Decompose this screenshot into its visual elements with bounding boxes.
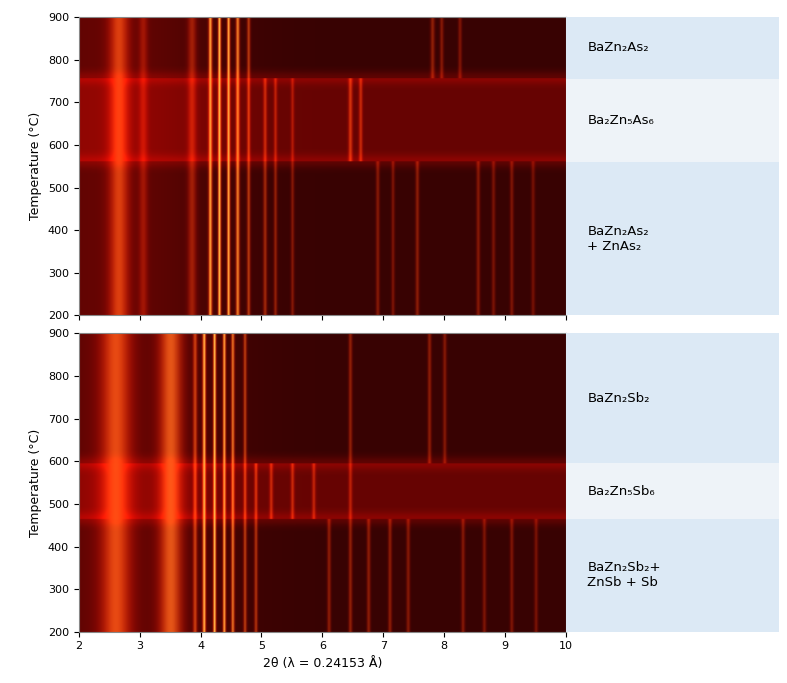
Bar: [566, 463, 779, 519]
Bar: [566, 519, 779, 632]
Bar: [566, 333, 779, 463]
Text: BaZn₂As₂: BaZn₂As₂: [587, 42, 649, 55]
Bar: [566, 17, 779, 79]
X-axis label: 2θ (λ = 0.24153 Å): 2θ (λ = 0.24153 Å): [263, 657, 382, 670]
Bar: [566, 79, 779, 162]
Text: Ba₂Zn₅Sb₆: Ba₂Zn₅Sb₆: [587, 485, 655, 498]
Text: BaZn₂Sb₂+
ZnSb + Sb: BaZn₂Sb₂+ ZnSb + Sb: [587, 561, 661, 589]
Y-axis label: Temperature (°C): Temperature (°C): [29, 112, 42, 221]
Text: BaZn₂As₂
+ ZnAs₂: BaZn₂As₂ + ZnAs₂: [587, 225, 649, 253]
Text: BaZn₂Sb₂: BaZn₂Sb₂: [587, 392, 650, 405]
Text: Ba₂Zn₅As₆: Ba₂Zn₅As₆: [587, 114, 654, 127]
Y-axis label: Temperature (°C): Temperature (°C): [29, 428, 42, 537]
Bar: [566, 162, 779, 316]
